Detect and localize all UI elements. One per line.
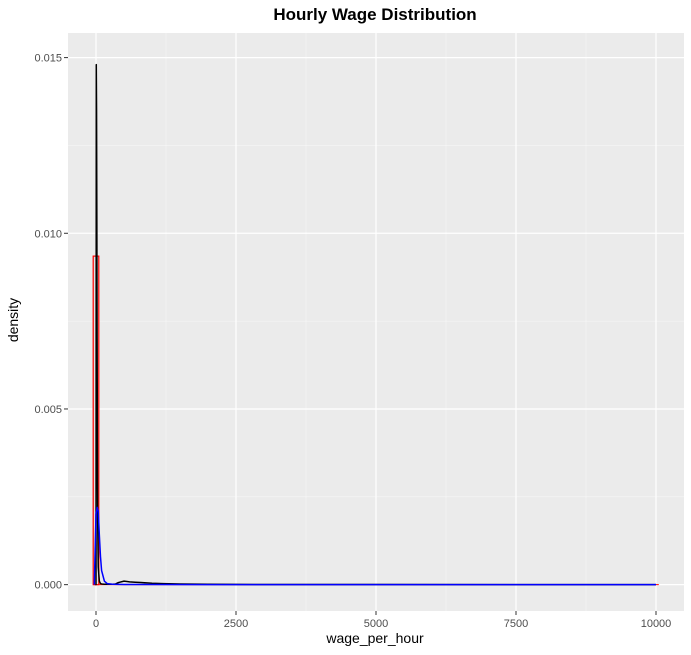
density-line [93, 506, 657, 586]
x-tick-label: 7500 [504, 618, 528, 630]
chart-title: Hourly Wage Distribution [273, 5, 476, 24]
y-axis-title: density [5, 298, 21, 342]
y-axis-ticks: 0.000 0.005 0.010 0.015 [34, 53, 68, 592]
x-tick-label: 0 [93, 618, 99, 630]
x-tick-label: 2500 [224, 618, 248, 630]
y-tick-label: 0.000 [34, 580, 62, 592]
y-tick-label: 0.015 [34, 53, 62, 65]
x-tick-label: 10000 [641, 618, 672, 630]
density-lines [93, 63, 657, 586]
y-tick-label: 0.005 [34, 404, 62, 416]
y-tick-label: 0.010 [34, 228, 62, 240]
x-axis-title: wage_per_hour [325, 630, 424, 646]
x-axis-ticks: 0 2500 5000 7500 10000 [93, 611, 671, 630]
x-tick-label: 5000 [364, 618, 388, 630]
